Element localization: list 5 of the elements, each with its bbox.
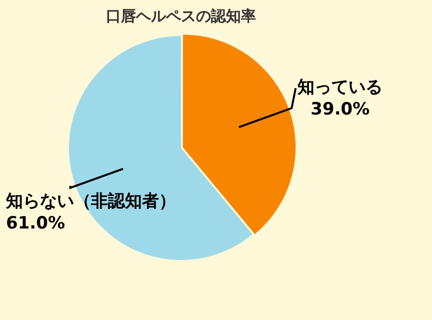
slice-label: 知っている [296,78,383,98]
data-label: 39.0% [310,100,370,120]
chart-title: 口唇ヘルペスの認知率 [106,6,256,25]
slice-label: 知らない（非認知者） [5,191,176,212]
data-label: 61.0% [6,213,65,234]
